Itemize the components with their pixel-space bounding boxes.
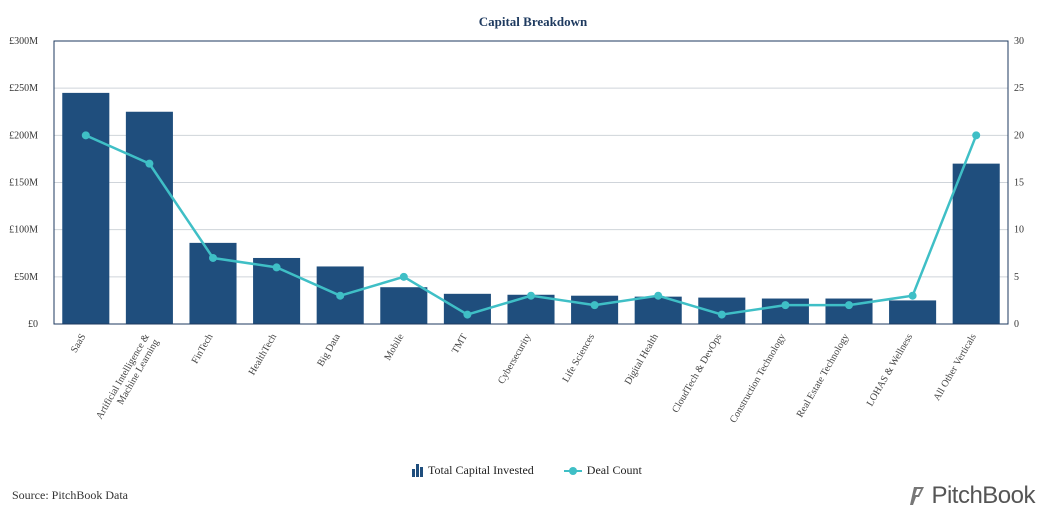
- line-series: [81, 131, 981, 319]
- right-tick-label: 20: [1014, 130, 1024, 141]
- right-tick-label: 0: [1014, 319, 1019, 330]
- bar-series: [62, 92, 1000, 324]
- category-label: Artificial Intelligence &Machine Learnin…: [94, 332, 161, 427]
- right-tick-label: 30: [1014, 36, 1024, 47]
- category-label: CloudTech & DevOps: [670, 332, 724, 415]
- left-tick-label: £200M: [9, 130, 38, 141]
- deal-count-point: [272, 263, 281, 272]
- left-tick-label: £50M: [14, 272, 38, 283]
- deal-count-point: [209, 253, 217, 262]
- left-tick-label: £100M: [9, 225, 38, 236]
- category-label: Big Data: [315, 332, 343, 369]
- category-label: Life Sciences: [561, 332, 598, 384]
- deal-count-point: [972, 131, 981, 140]
- deal-count-point: [145, 159, 154, 168]
- deal-count-point: [463, 310, 472, 319]
- legend-label-capital: Total Capital Invested: [428, 463, 534, 477]
- category-label: Digital Health: [623, 332, 661, 387]
- capital-breakdown-chart: Capital Breakdown £0£50M£100M£150M£200M£…: [9, 14, 1024, 427]
- right-tick-label: 5: [1014, 272, 1019, 283]
- category-label: Real Estate Technology: [795, 332, 852, 419]
- line-marker-icon: [563, 465, 582, 477]
- left-tick-label: £300M: [9, 36, 38, 47]
- pitchbook-logo-icon: [910, 487, 925, 505]
- plot-frame: [53, 40, 1009, 325]
- category-labels: SaaS Artificial Intelligence &Machine Lea…: [69, 332, 979, 427]
- right-tick-label: 25: [1014, 83, 1024, 94]
- logo-text: PitchBook: [931, 482, 1035, 509]
- bar-chart-icon: [412, 464, 423, 477]
- category-label: Cybersecurity: [496, 332, 534, 386]
- axes: [53, 40, 1009, 325]
- left-tick-label: £0: [28, 319, 38, 330]
- legend-label-deals: Deal Count: [586, 463, 642, 477]
- category-label: FinTech: [190, 332, 216, 366]
- deal-count-point: [654, 291, 663, 300]
- category-label: LOHAS & Wellness: [865, 332, 915, 408]
- left-tick-label: £150M: [9, 178, 38, 189]
- pitchbook-logo: PitchBook: [908, 482, 1035, 510]
- category-label: SaaS: [69, 332, 89, 355]
- category-label: Construction Technology: [728, 332, 788, 425]
- bar: [889, 300, 937, 324]
- category-label: All Other Verticals: [932, 332, 979, 403]
- right-axis-ticks: 0 5 10 15 20 25 30: [1014, 36, 1024, 330]
- legend-item-capital[interactable]: Total Capital Invested: [412, 463, 534, 478]
- category-label: Mobile: [382, 332, 406, 363]
- left-axis-ticks: £0 £50M £100M £150M £200M £250M £300M: [9, 36, 38, 330]
- chart-title: Capital Breakdown: [479, 14, 588, 29]
- deal-count-point: [717, 310, 726, 319]
- deal-count-point: [399, 272, 408, 281]
- bar: [125, 111, 173, 324]
- source-note: Source: PitchBook Data: [12, 488, 128, 502]
- deal-count-point: [908, 291, 917, 300]
- bar: [380, 287, 428, 324]
- deal-count-point: [590, 301, 599, 310]
- bar: [571, 295, 619, 324]
- category-label: HealthTech: [247, 332, 280, 377]
- left-tick-label: £250M: [9, 83, 38, 94]
- bar: [952, 163, 1000, 324]
- bar: [62, 92, 110, 324]
- legend: Total Capital Invested Deal Count: [412, 463, 642, 478]
- right-tick-label: 15: [1014, 178, 1024, 189]
- deal-count-point: [336, 291, 345, 300]
- category-label: TMT: [450, 332, 470, 356]
- deal-count-point: [81, 131, 90, 140]
- deal-count-point: [527, 291, 535, 300]
- right-tick-label: 10: [1014, 225, 1024, 236]
- deal-count-point: [781, 301, 790, 310]
- deal-count-point: [845, 301, 853, 310]
- legend-item-deals[interactable]: Deal Count: [563, 463, 642, 478]
